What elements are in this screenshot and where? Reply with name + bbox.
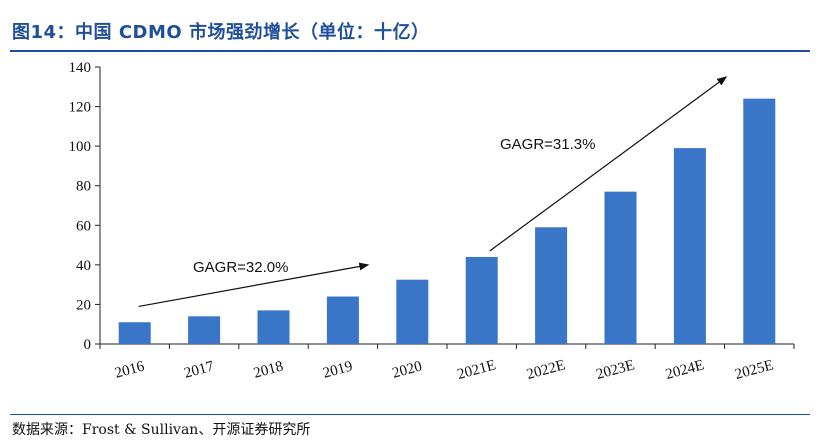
bar-2017	[188, 316, 221, 344]
growth-arrow	[138, 262, 370, 307]
y-axis: 0 20 40 60 80 100 120 140	[69, 60, 101, 353]
x-tick-label: 2022E	[525, 357, 567, 383]
y-tick-label: 80	[76, 179, 91, 195]
y-tick-label: 60	[76, 218, 91, 234]
bar-2022E	[535, 227, 568, 344]
y-tick-label: 0	[84, 337, 92, 353]
x-tick-label: 2019	[321, 359, 354, 382]
growth-label: GAGR=32.0%	[193, 259, 288, 276]
x-tick-label: 2023E	[594, 357, 636, 383]
y-tick-label: 20	[76, 297, 91, 313]
annotations: GAGR=32.0% GAGR=31.3%	[138, 76, 728, 307]
bars	[118, 98, 776, 345]
x-tick-label: 2016	[113, 358, 147, 381]
bottom-rule	[10, 414, 810, 415]
x-tick-label: 2025E	[733, 357, 775, 383]
x-tick-label: 2020	[391, 359, 424, 382]
bar-2018	[257, 310, 290, 344]
y-tick-label: 40	[76, 258, 91, 274]
bar-2021E	[465, 256, 498, 344]
bar-2025E	[743, 98, 776, 345]
y-tick-label: 100	[69, 139, 92, 155]
growth-arrow	[489, 76, 728, 252]
growth-label: GAGR=31.3%	[500, 136, 595, 153]
x-axis: 2016 2017 2018 2019 2020 2021E 2022E 2023E 2024E…	[99, 343, 795, 383]
bar-2024E	[673, 148, 706, 344]
source-note: 数据来源：Frost & Sullivan、开源证券研究所	[12, 422, 311, 438]
x-tick-label: 2021E	[456, 357, 498, 383]
x-tick-label: 2018	[252, 359, 285, 382]
bar-2016	[118, 322, 151, 344]
bar-2023E	[604, 191, 637, 344]
title-rule	[10, 50, 810, 52]
figure-title: 图14：中国 CDMO 市场强劲增长（单位：十亿）	[12, 22, 430, 43]
x-tick-label: 2024E	[664, 357, 706, 383]
bar-2020	[396, 279, 429, 344]
y-tick-label: 120	[69, 100, 92, 116]
y-tick-label: 140	[69, 60, 92, 76]
x-tick-label: 2017	[183, 358, 217, 381]
bar-2019	[326, 296, 359, 344]
